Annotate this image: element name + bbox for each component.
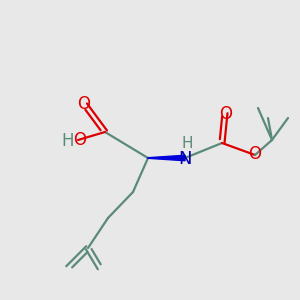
Text: H: H [62,132,74,150]
Text: O: O [220,105,232,123]
Text: O: O [77,95,91,113]
Text: N: N [178,150,192,168]
Text: O: O [248,145,262,163]
Text: O: O [74,131,86,149]
Text: H: H [181,136,193,151]
Polygon shape [148,155,185,161]
